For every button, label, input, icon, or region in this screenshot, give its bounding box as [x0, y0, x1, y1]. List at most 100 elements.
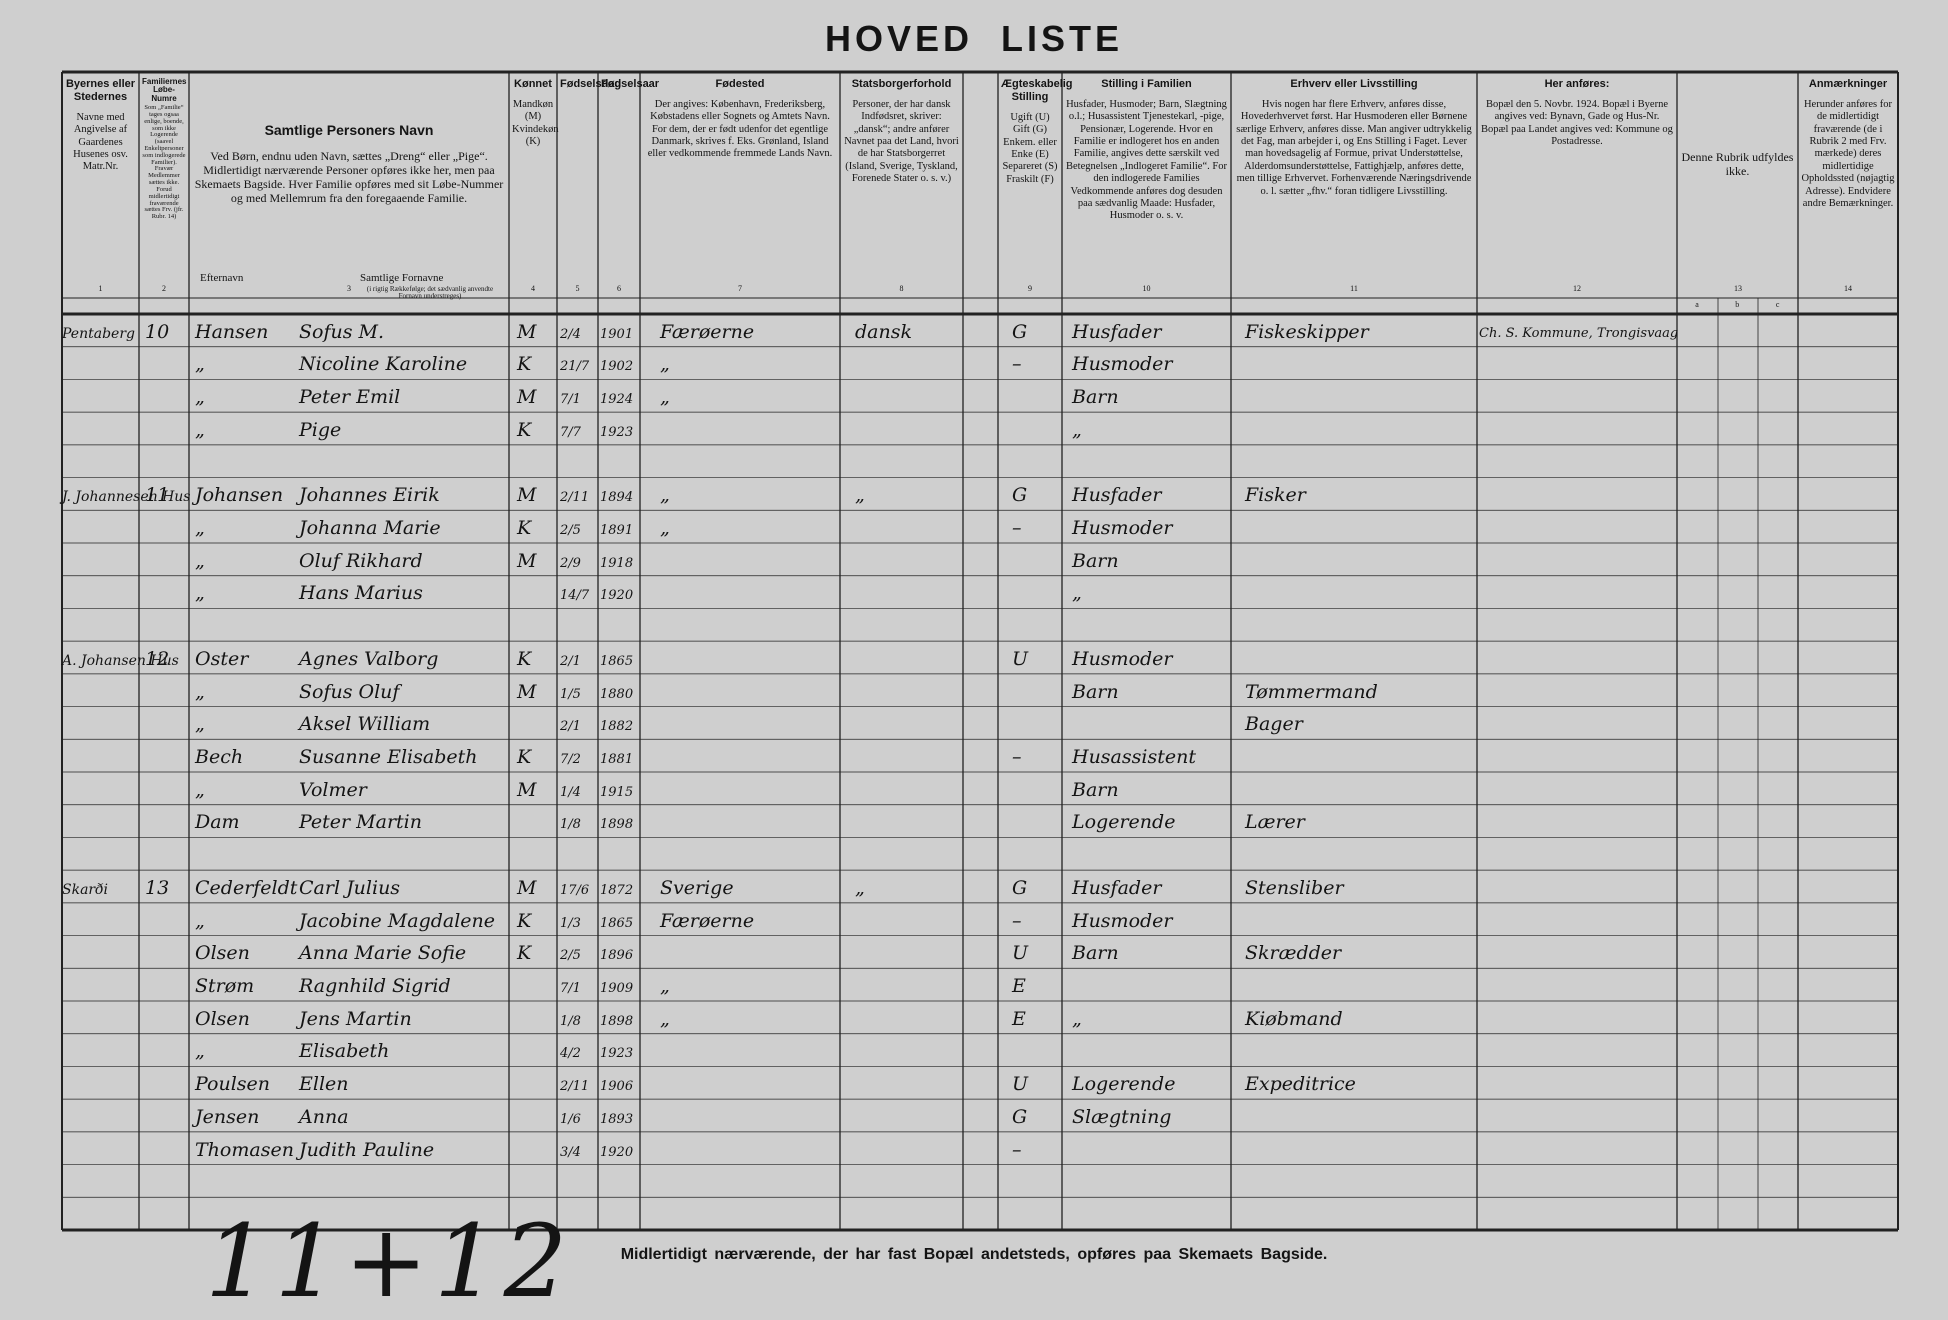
entry-sex: K: [517, 942, 532, 965]
column-title: Byernes eller Stedernes: [65, 78, 136, 103]
subcolumn-letter: a: [1695, 300, 1699, 309]
entry-position: Barn: [1072, 778, 1119, 801]
entry-birthplace: „: [660, 975, 670, 997]
entry-given: Anna Marie Sofie: [299, 942, 467, 965]
entry-sex: M: [517, 876, 537, 899]
entry-surname: „: [195, 353, 205, 376]
footer-note: Midlertidigt nærværende, der har fast Bo…: [620, 1246, 1328, 1263]
entry-year: 1894: [600, 490, 634, 506]
column-header: Denne Rubrik udfyldes ikke.: [1677, 150, 1798, 178]
entry-position: Husassistent: [1072, 746, 1196, 768]
entry-day: 2/4: [560, 326, 581, 342]
entry-given: Aksel William: [299, 713, 431, 736]
entry-position: Husfader: [1072, 320, 1162, 343]
column-header: Familiernes Løbe-Numre Som „Familie“ tage…: [139, 77, 189, 221]
column-title: Stilling i Familien: [1101, 78, 1192, 90]
entry-surname: „: [195, 680, 205, 703]
entry-sex: M: [517, 680, 537, 703]
form-title: HOVED LISTE: [824, 18, 1124, 59]
entry-day: 2/1: [560, 653, 581, 669]
entry-surname: Olsen: [195, 942, 250, 965]
column-instructions: Ved Børn, endnu uden Navn, sættes „Dreng…: [194, 148, 504, 205]
entry-no: 12: [145, 647, 170, 670]
subcolumn-letter: c: [1775, 300, 1780, 309]
entry-surname: Oster: [195, 647, 249, 670]
entry-year: 1891: [600, 523, 634, 538]
entry-year: 1906: [600, 1079, 634, 1095]
entry-day: 1/6: [560, 1111, 581, 1127]
column-instructions: Personer, der har dansk Indfødsret, skri…: [844, 98, 959, 185]
entry-day: 1/8: [560, 817, 581, 833]
column-header: Kønnet Mandkøn (M) Kvindekøn (K): [509, 78, 559, 148]
entry-year: 1923: [600, 424, 634, 440]
entry-given: Hans Marius: [299, 582, 423, 605]
entry-no: 13: [145, 876, 170, 899]
entry-surname: Dam: [195, 811, 240, 834]
entry-marital: –: [1012, 909, 1022, 932]
entry-day: 7/1: [560, 392, 581, 408]
column-title: Anmærkninger: [1808, 78, 1888, 90]
subcolumn-letter: b: [1735, 300, 1740, 309]
entry-given: Anna: [299, 1105, 349, 1128]
entry-day: 7/1: [560, 981, 581, 996]
entry-no: 11: [145, 484, 170, 507]
entry-given: Sofus M.: [299, 320, 385, 343]
entry-occupation: Skrædder: [1245, 942, 1342, 965]
entry-position: Logerende: [1072, 1073, 1176, 1096]
column-number: 2: [162, 284, 166, 293]
entry-occupation: Fisker: [1245, 484, 1306, 507]
entry-birthplace: Færøerne: [660, 320, 755, 343]
entry-given: Sofus Oluf: [299, 680, 400, 703]
entry-position: „: [1072, 418, 1082, 441]
entry-year: 1924: [600, 392, 634, 408]
given-note: (i rigtig Rækkefølge; det sædvanlig anve…: [366, 285, 494, 301]
entry-position: Barn: [1072, 942, 1119, 965]
entry-position: Barn: [1072, 680, 1119, 703]
entry-sex: M: [517, 778, 537, 801]
column-instructions: Herunder anføres for de midlertidigt fra…: [1801, 98, 1895, 209]
entry-birthplace: „: [660, 353, 670, 376]
column-instructions: Denne Rubrik udfyldes ikke.: [1681, 150, 1794, 179]
entry-surname: „: [195, 909, 205, 932]
entry-birthplace: Sverige: [660, 876, 734, 899]
column-number: 7: [738, 284, 742, 293]
entry-year: 1923: [600, 1046, 634, 1062]
entry-year: 1882: [600, 719, 634, 735]
entry-surname: Olsen: [195, 1007, 250, 1030]
entry-position: Husmoder: [1072, 909, 1173, 932]
entry-given: Jens Martin: [299, 1007, 412, 1030]
column-number: 10: [1142, 284, 1151, 293]
entry-surname: „: [195, 713, 205, 736]
entry-place: Skarði: [62, 881, 109, 898]
entry-given: Jacobine Magdalene: [299, 909, 496, 932]
entry-position: Husmoder: [1072, 353, 1173, 376]
entry-occupation: Stensliber: [1245, 876, 1344, 899]
column-instructions: Der angives: København, Frederiksberg, K…: [647, 98, 833, 160]
column-number: 12: [1573, 284, 1581, 293]
entry-year: 1880: [600, 686, 634, 702]
entry-given: Pige: [299, 418, 342, 441]
entry-marital: G: [1012, 876, 1028, 899]
column-header: Fødested Der angives: København, Frederik…: [640, 78, 840, 161]
column-number: 4: [531, 284, 535, 293]
entry-surname: Strøm: [195, 975, 255, 997]
entry-year: 1898: [600, 817, 634, 833]
entry-given: Judith Pauline: [299, 1138, 435, 1161]
entry-occupation: Lærer: [1245, 811, 1305, 834]
entry-position: Barn: [1072, 386, 1119, 409]
entry-year: 1872: [600, 882, 634, 898]
entry-day: 14/7: [560, 588, 590, 604]
entry-residence: Ch. S. Kommune, Trongisvaag: [1479, 325, 1679, 341]
entry-birthplace: „: [660, 484, 670, 507]
entry-surname: Poulsen: [195, 1073, 270, 1096]
entry-year: 1865: [600, 915, 634, 931]
entry-marital: –: [1012, 746, 1022, 768]
entry-marital: –: [1012, 517, 1022, 539]
entry-place: Pentaberg: [62, 325, 135, 342]
entry-given: Peter Martin: [299, 811, 422, 834]
entry-marital: U: [1012, 1073, 1029, 1096]
entry-position: „: [1072, 1007, 1082, 1030]
column-number: 5: [575, 284, 580, 293]
